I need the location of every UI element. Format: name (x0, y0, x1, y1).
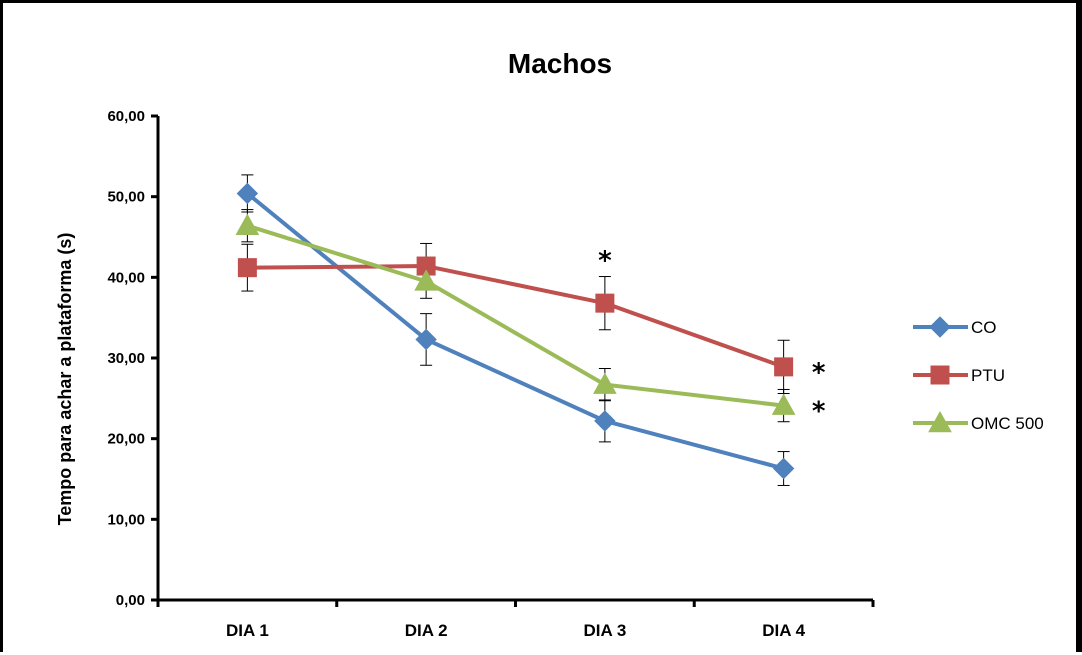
x-tick-label: DIA 1 (226, 621, 269, 640)
data-point-omc-500 (593, 372, 617, 394)
legend-label: OMC 500 (971, 414, 1044, 433)
legend: CO PTU OMC 500 (913, 316, 1044, 433)
x-tick-label: DIA 2 (405, 621, 448, 640)
line-chart: Machos Tempo para achar a plataforma (s)… (55, 48, 1044, 640)
y-tick-label: 60,00 (107, 108, 145, 125)
y-tick-label: 30,00 (107, 350, 145, 367)
y-tick-label: 50,00 (107, 189, 145, 206)
chart-title: Machos (508, 48, 612, 79)
data-point-co (772, 457, 795, 480)
data-point-ptu (595, 293, 615, 313)
data-point-omc-500 (235, 213, 260, 236)
series-omc-500 (235, 213, 796, 415)
data-point-ptu (237, 258, 257, 278)
legend-marker (930, 365, 950, 385)
series-line-omc-500 (246, 223, 784, 408)
significance-marker: * (812, 358, 826, 388)
legend-label: PTU (971, 366, 1005, 385)
x-tick-label: DIA 3 (583, 621, 626, 640)
data-point-omc-500 (414, 269, 438, 291)
y-axis-label: Tempo para achar a plataforma (s) (55, 233, 75, 526)
significance-marker: * (598, 246, 612, 276)
legend-marker (929, 316, 951, 338)
series-line-ptu (247, 264, 785, 369)
legend-marker (928, 410, 952, 433)
y-tick-label: 20,00 (107, 431, 145, 448)
data-point-ptu (774, 357, 794, 377)
error-bars-omc-500 (241, 209, 790, 423)
y-tick-label: 40,00 (107, 269, 145, 286)
legend-label: CO (971, 318, 997, 337)
y-tick-label: 10,00 (107, 511, 145, 528)
legend-item-omc-500: OMC 500 (913, 410, 1044, 433)
data-point-omc-500 (771, 393, 796, 415)
data-point-co (415, 328, 437, 351)
axes: 0,00 10,00 20,00 30,00 40,00 50,00 60,00 DIA 1 D… (107, 108, 875, 640)
x-tick-label: DIA 4 (762, 621, 805, 640)
series-ptu (237, 256, 794, 377)
error-bars-co (241, 174, 790, 486)
series-layer (235, 174, 796, 486)
legend-item-co: CO (913, 316, 997, 338)
significance-marker: * (812, 397, 826, 427)
y-tick-label: 0,00 (116, 592, 145, 609)
data-point-co (236, 182, 259, 205)
legend-item-ptu: PTU (913, 365, 1005, 385)
annotations: * * * (598, 246, 826, 426)
data-point-co (594, 410, 616, 432)
